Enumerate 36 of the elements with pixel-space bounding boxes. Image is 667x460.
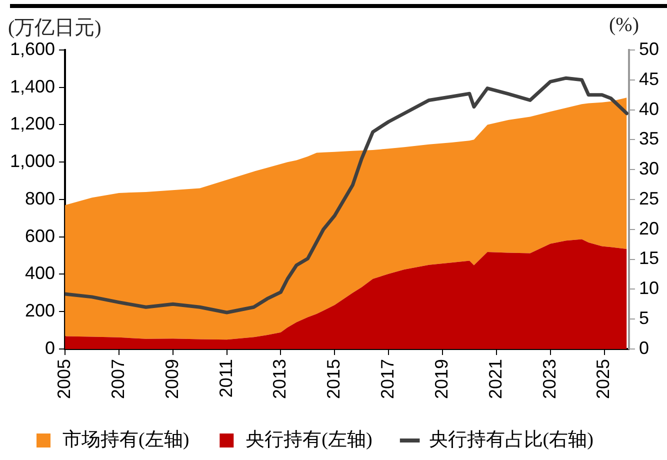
y-tick-label: 0 [45,338,56,358]
x-tick-label: 2021 [485,358,506,400]
x-tick-label: 2019 [431,358,452,400]
x-tick-label: 2007 [108,358,128,400]
y-tick-label: 1,000 [10,151,56,172]
y2-tick-label: 15 [638,248,660,268]
y2-tick-label: 30 [638,158,660,179]
y-tick-label: 600 [24,226,56,246]
x-tick-label: 2017 [378,358,398,400]
y2-tick-label: 45 [638,68,660,89]
y2-tick-label: 0 [638,338,649,358]
legend-label: 央行持有(左轴) [246,429,372,450]
x-tick-label: 2023 [539,358,560,400]
x-tick-label: 2013 [270,358,290,400]
legend-label: 市场持有(左轴) [62,428,190,450]
y2-tick-label: 20 [638,218,660,238]
y2-tick-label: 35 [638,128,660,149]
x-tick-label: 2025 [593,358,614,400]
y2-tick-label: 10 [638,278,660,298]
y-tick-label: 1,400 [10,76,56,96]
x-tick-label: 2009 [162,358,182,400]
y2-tick-label: 40 [638,98,660,119]
x-tick-label: 2015 [324,358,344,400]
y-tick-label: 1,200 [10,114,56,134]
y-axis-title: (万亿日元) [8,16,102,41]
y-tick-label: 400 [24,263,56,284]
y-tick-label: 1,600 [10,38,56,59]
y2-tick-label: 25 [638,188,660,208]
y-tick-label: 800 [24,188,56,208]
x-tick-label: 2005 [54,358,74,400]
x-tick-label: 2011 [216,358,236,398]
y2-axis-title: (%) [609,14,639,37]
y2-tick-label: 50 [638,38,660,59]
legend-label: 央行持有占比(右轴) [428,429,594,450]
y2-tick-label: 5 [638,308,649,328]
y-tick-label: 200 [24,300,56,321]
